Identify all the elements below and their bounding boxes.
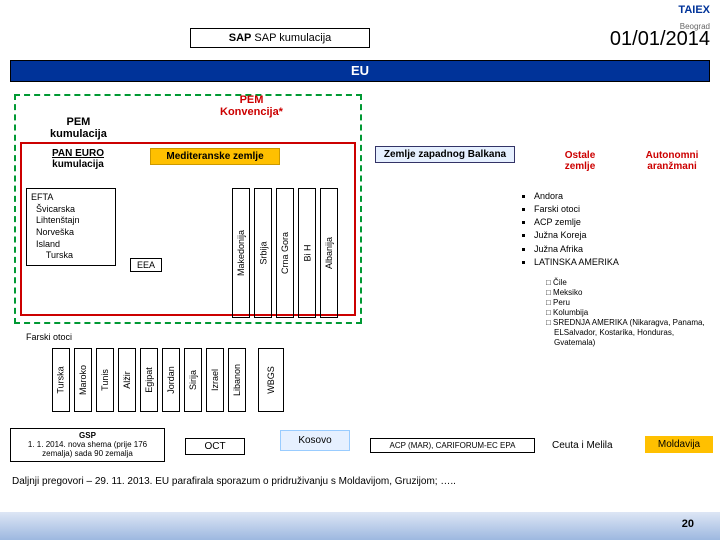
medrow-c2: Maroko: [78, 365, 88, 395]
medrow-c4: Alžir: [122, 371, 132, 389]
ostale-l1: Ostale: [565, 150, 596, 161]
efta-list: EFTA Švicarska Lihtenštajn Norveška Isla…: [26, 188, 116, 266]
medrow-egipat: Egipat: [140, 348, 158, 412]
medrow-c6: Jordan: [166, 366, 176, 394]
eu-band: EU: [10, 60, 710, 82]
ostale-s2: □ Meksiko: [546, 288, 706, 298]
efta-l1: EFTA: [31, 192, 111, 204]
kosovo-box: Kosovo: [280, 430, 350, 451]
balkan-col-albanija: Albanija: [320, 188, 338, 318]
medrow-c8: Izrael: [210, 369, 220, 391]
ostale-i1: Andora: [534, 190, 660, 202]
pem-konv-l2: Konvencija*: [220, 106, 283, 118]
zzb-header: Zemlje zapadnog Balkana: [375, 146, 515, 163]
balkan-c5: Albanija: [324, 237, 334, 269]
auton-l2: aranžmani: [647, 161, 696, 172]
paneuro-l2: kumulacija: [52, 159, 104, 170]
pem-konvencija-label: PEM Konvencija*: [220, 94, 283, 118]
gsp-box: GSP 1. 1. 2014. nova shema (prije 176 ze…: [10, 428, 165, 462]
medrow-turska: Turska: [52, 348, 70, 412]
medrow-libanon: Libanon: [228, 348, 246, 412]
ostale-s4: □ Kolumbija: [546, 308, 706, 318]
balkan-c4: Bi H: [302, 244, 312, 261]
balkan-c3: Crna Gora: [280, 232, 290, 274]
pem-kumulacija-label: PEM kumulacija: [50, 116, 107, 140]
ostale-s3: □ Peru: [546, 298, 706, 308]
pem-kum-l1: PEM: [67, 116, 91, 128]
ostale-sublist: □ Čile □ Meksiko □ Peru □ Kolumbija □ SR…: [546, 278, 706, 348]
medrow-c9: Libanon: [232, 364, 242, 396]
medrow-wbgs: WBGS: [258, 348, 284, 412]
balkan-col-makedonija: Makedonija: [232, 188, 250, 318]
efta-l4: Norveška: [31, 227, 111, 239]
balkan-col-srbija: Srbija: [254, 188, 272, 318]
autonomni-header: Autonomni aranžmani: [632, 150, 712, 172]
date-label: 01/01/2014: [610, 28, 710, 51]
auton-l1: Autonomni: [646, 150, 699, 161]
ceuta-label: Ceuta i Melila: [552, 440, 613, 451]
medrow-c3: Tunis: [100, 369, 110, 391]
ostale-i5: Južna Afrika: [534, 243, 660, 255]
efta-l2: Švicarska: [31, 204, 111, 216]
mediteranske-header: Mediteranske zemlje: [150, 148, 280, 165]
ostale-i3: ACP zemlje: [534, 216, 660, 228]
sap-text: SAP kumulacija: [254, 32, 331, 44]
medrow-tunis: Tunis: [96, 348, 114, 412]
efta-l5: Island: [31, 239, 111, 251]
acp-box: ACP (MAR), CARIFORUM-EC EPA: [370, 438, 535, 453]
medrow-c5: Egipat: [144, 367, 154, 393]
medrow-izrael: Izrael: [206, 348, 224, 412]
ostale-l2: zemlje: [565, 161, 596, 172]
medrow-alzir: Alžir: [118, 348, 136, 412]
logo: TAIEX: [678, 4, 710, 16]
balkan-c1: Makedonija: [236, 230, 246, 276]
ostale-s1: □ Čile: [546, 278, 706, 288]
medrow-c10: WBGS: [266, 366, 276, 394]
gsp-l1: GSP: [79, 431, 96, 440]
eea-box: EEA: [130, 258, 162, 272]
ostale-i2: Farski otoci: [534, 203, 660, 215]
pem-konv-l1: PEM: [240, 94, 264, 106]
efta-l3: Lihtenštajn: [31, 215, 111, 227]
footnote: Daljnji pregovori – 29. 11. 2013. EU par…: [12, 476, 708, 487]
balkan-col-crnagora: Crna Gora: [276, 188, 294, 318]
paneuro-l1: PAN EURO: [52, 148, 104, 159]
medrow-maroko: Maroko: [74, 348, 92, 412]
ostale-i6: LATINSKA AMERIKA: [534, 256, 660, 268]
sap-box: SAP SAP kumulacija: [190, 28, 370, 48]
bottom-band: [0, 512, 720, 540]
page-number: 20: [682, 518, 694, 530]
pem-kum-l2: kumulacija: [50, 128, 107, 140]
ostale-i4: Južna Koreja: [534, 229, 660, 241]
moldavija-box: Moldavija: [645, 436, 713, 453]
medrow-jordan: Jordan: [162, 348, 180, 412]
efta-l6: Turska: [31, 250, 111, 262]
medrow-c7: Sirija: [188, 370, 198, 390]
gsp-l2: 1. 1. 2014. nova shema (prije 176 zemalj…: [28, 440, 147, 458]
ostale-s5: □ SREDNJA AMERIKA (Nikaragva, Panama, EL…: [546, 318, 706, 348]
medrow-sirija: Sirija: [184, 348, 202, 412]
balkan-col-bih: Bi H: [298, 188, 316, 318]
ostale-list: Andora Farski otoci ACP zemlje Južna Kor…: [520, 190, 660, 269]
farski-label: Farski otoci: [26, 332, 72, 342]
paneuro-header: PAN EURO kumulacija: [28, 148, 128, 170]
oct-box: OCT: [185, 438, 245, 455]
medrow-c1: Turska: [56, 366, 66, 393]
ostale-header: Ostale zemlje: [540, 150, 620, 172]
balkan-c2: Srbija: [258, 241, 268, 264]
